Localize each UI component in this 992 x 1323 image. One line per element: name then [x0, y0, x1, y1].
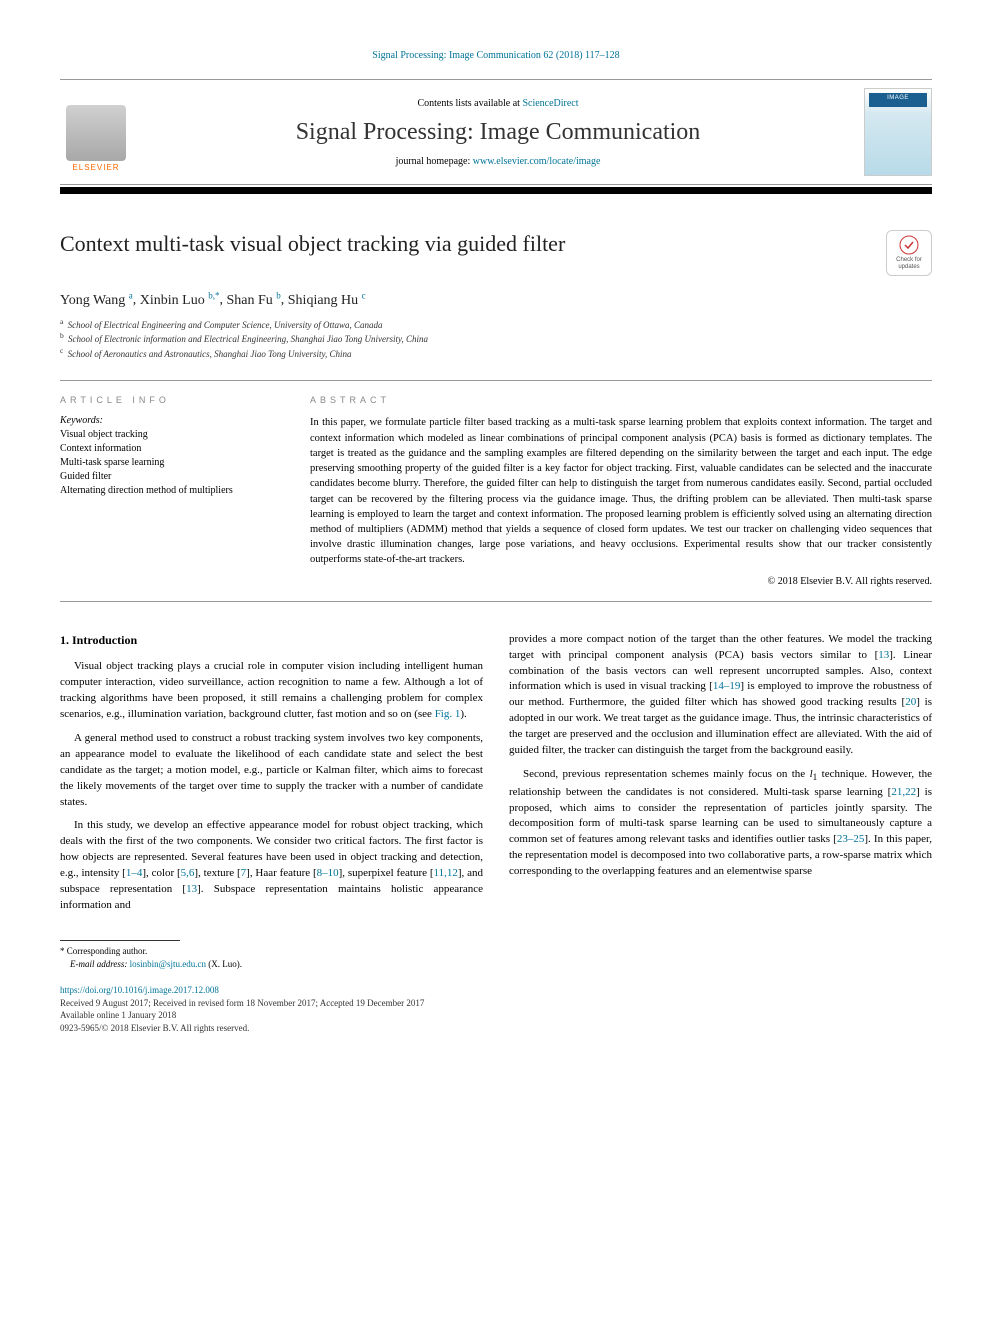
- affiliations: a School of Electrical Engineering and C…: [60, 317, 932, 361]
- affil-link-b2[interactable]: b: [276, 290, 281, 300]
- body-columns: 1. Introduction Visual object tracking p…: [60, 632, 932, 971]
- right-column: provides a more compact notion of the ta…: [509, 632, 932, 971]
- available-online: Available online 1 January 2018: [60, 1009, 932, 1022]
- elsevier-tree-icon: [66, 105, 126, 161]
- keywords-heading: Keywords:: [60, 415, 280, 426]
- body-paragraph: Second, previous representation schemes …: [509, 767, 932, 880]
- author-1: Yong Wang a: [60, 293, 133, 308]
- abstract-text: In this paper, we formulate particle fil…: [310, 415, 932, 567]
- info-top-divider: [60, 380, 932, 381]
- author-list: Yong Wang a, Xinbin Luo b,*, Shan Fu b, …: [60, 290, 932, 309]
- body-top-divider: [60, 601, 932, 602]
- ref-link[interactable]: 14–19: [713, 680, 741, 692]
- header-divider: [60, 187, 932, 194]
- cover-label: IMAGE: [865, 95, 931, 101]
- body-paragraph: Visual object tracking plays a crucial r…: [60, 659, 483, 723]
- ref-link[interactable]: 20: [905, 696, 916, 708]
- ref-link[interactable]: 11,12: [434, 867, 458, 879]
- keyword-item: Alternating direction method of multipli…: [60, 484, 280, 498]
- fig-link[interactable]: Fig. 1: [435, 708, 461, 720]
- keyword-item: Visual object tracking: [60, 428, 280, 442]
- affil-link-b[interactable]: b,: [208, 290, 215, 300]
- check-updates-icon: [899, 235, 919, 255]
- ref-link[interactable]: 21,22: [891, 786, 916, 798]
- homepage-link[interactable]: www.elsevier.com/locate/image: [473, 156, 601, 167]
- publisher-logo: ELSEVIER: [60, 92, 132, 172]
- journal-cover-thumbnail: IMAGE: [864, 88, 932, 176]
- ref-link[interactable]: 13: [186, 883, 197, 895]
- keyword-item: Guided filter: [60, 470, 280, 484]
- journal-header: ELSEVIER Contents lists available at Sci…: [60, 79, 932, 185]
- body-paragraph: In this study, we develop an effective a…: [60, 818, 483, 914]
- article-title: Context multi-task visual object trackin…: [60, 230, 866, 259]
- section-heading: 1. Introduction: [60, 632, 483, 649]
- doi-link[interactable]: https://doi.org/10.1016/j.image.2017.12.…: [60, 985, 219, 995]
- copyright-line: © 2018 Elsevier B.V. All rights reserved…: [310, 576, 932, 587]
- ref-link[interactable]: 23–25: [837, 833, 865, 845]
- footnote-divider: [60, 940, 180, 941]
- corr-author-link[interactable]: *: [215, 290, 220, 300]
- corresponding-footnote: * Corresponding author. E-mail address: …: [60, 945, 483, 970]
- author-4: Shiqiang Hu c: [288, 293, 366, 308]
- article-info-label: ARTICLE INFO: [60, 395, 280, 405]
- contents-available: Contents lists available at ScienceDirec…: [152, 98, 844, 109]
- journal-homepage: journal homepage: www.elsevier.com/locat…: [152, 156, 844, 167]
- email-link[interactable]: losinbin@sjtu.edu.cn: [130, 959, 206, 969]
- abstract-label: ABSTRACT: [310, 395, 932, 405]
- ref-link[interactable]: 5,6: [181, 867, 195, 879]
- ref-link[interactable]: 8–10: [317, 867, 339, 879]
- publisher-name: ELSEVIER: [72, 163, 119, 172]
- author-2: Xinbin Luo b,*: [140, 293, 220, 308]
- author-3: Shan Fu b: [226, 293, 280, 308]
- received-dates: Received 9 August 2017; Received in revi…: [60, 997, 932, 1010]
- article-meta-footer: https://doi.org/10.1016/j.image.2017.12.…: [60, 984, 932, 1034]
- ref-link[interactable]: 1–4: [126, 867, 143, 879]
- journal-title: Signal Processing: Image Communication: [152, 119, 844, 146]
- running-head: Signal Processing: Image Communication 6…: [60, 50, 932, 61]
- keywords-list: Visual object tracking Context informati…: [60, 428, 280, 498]
- body-paragraph: A general method used to construct a rob…: [60, 731, 483, 811]
- check-updates-badge[interactable]: Check for updates: [886, 230, 932, 276]
- body-paragraph: provides a more compact notion of the ta…: [509, 632, 932, 760]
- running-head-link[interactable]: Signal Processing: Image Communication 6…: [372, 50, 619, 61]
- keyword-item: Context information: [60, 442, 280, 456]
- keyword-item: Multi-task sparse learning: [60, 456, 280, 470]
- ref-link[interactable]: 13: [878, 649, 889, 661]
- ref-link[interactable]: 7: [241, 867, 247, 879]
- sciencedirect-link[interactable]: ScienceDirect: [522, 98, 578, 109]
- left-column: 1. Introduction Visual object tracking p…: [60, 632, 483, 971]
- affil-link-c[interactable]: c: [362, 290, 366, 300]
- issn-copyright: 0923-5965/© 2018 Elsevier B.V. All right…: [60, 1022, 932, 1035]
- affil-link-a[interactable]: a: [129, 290, 133, 300]
